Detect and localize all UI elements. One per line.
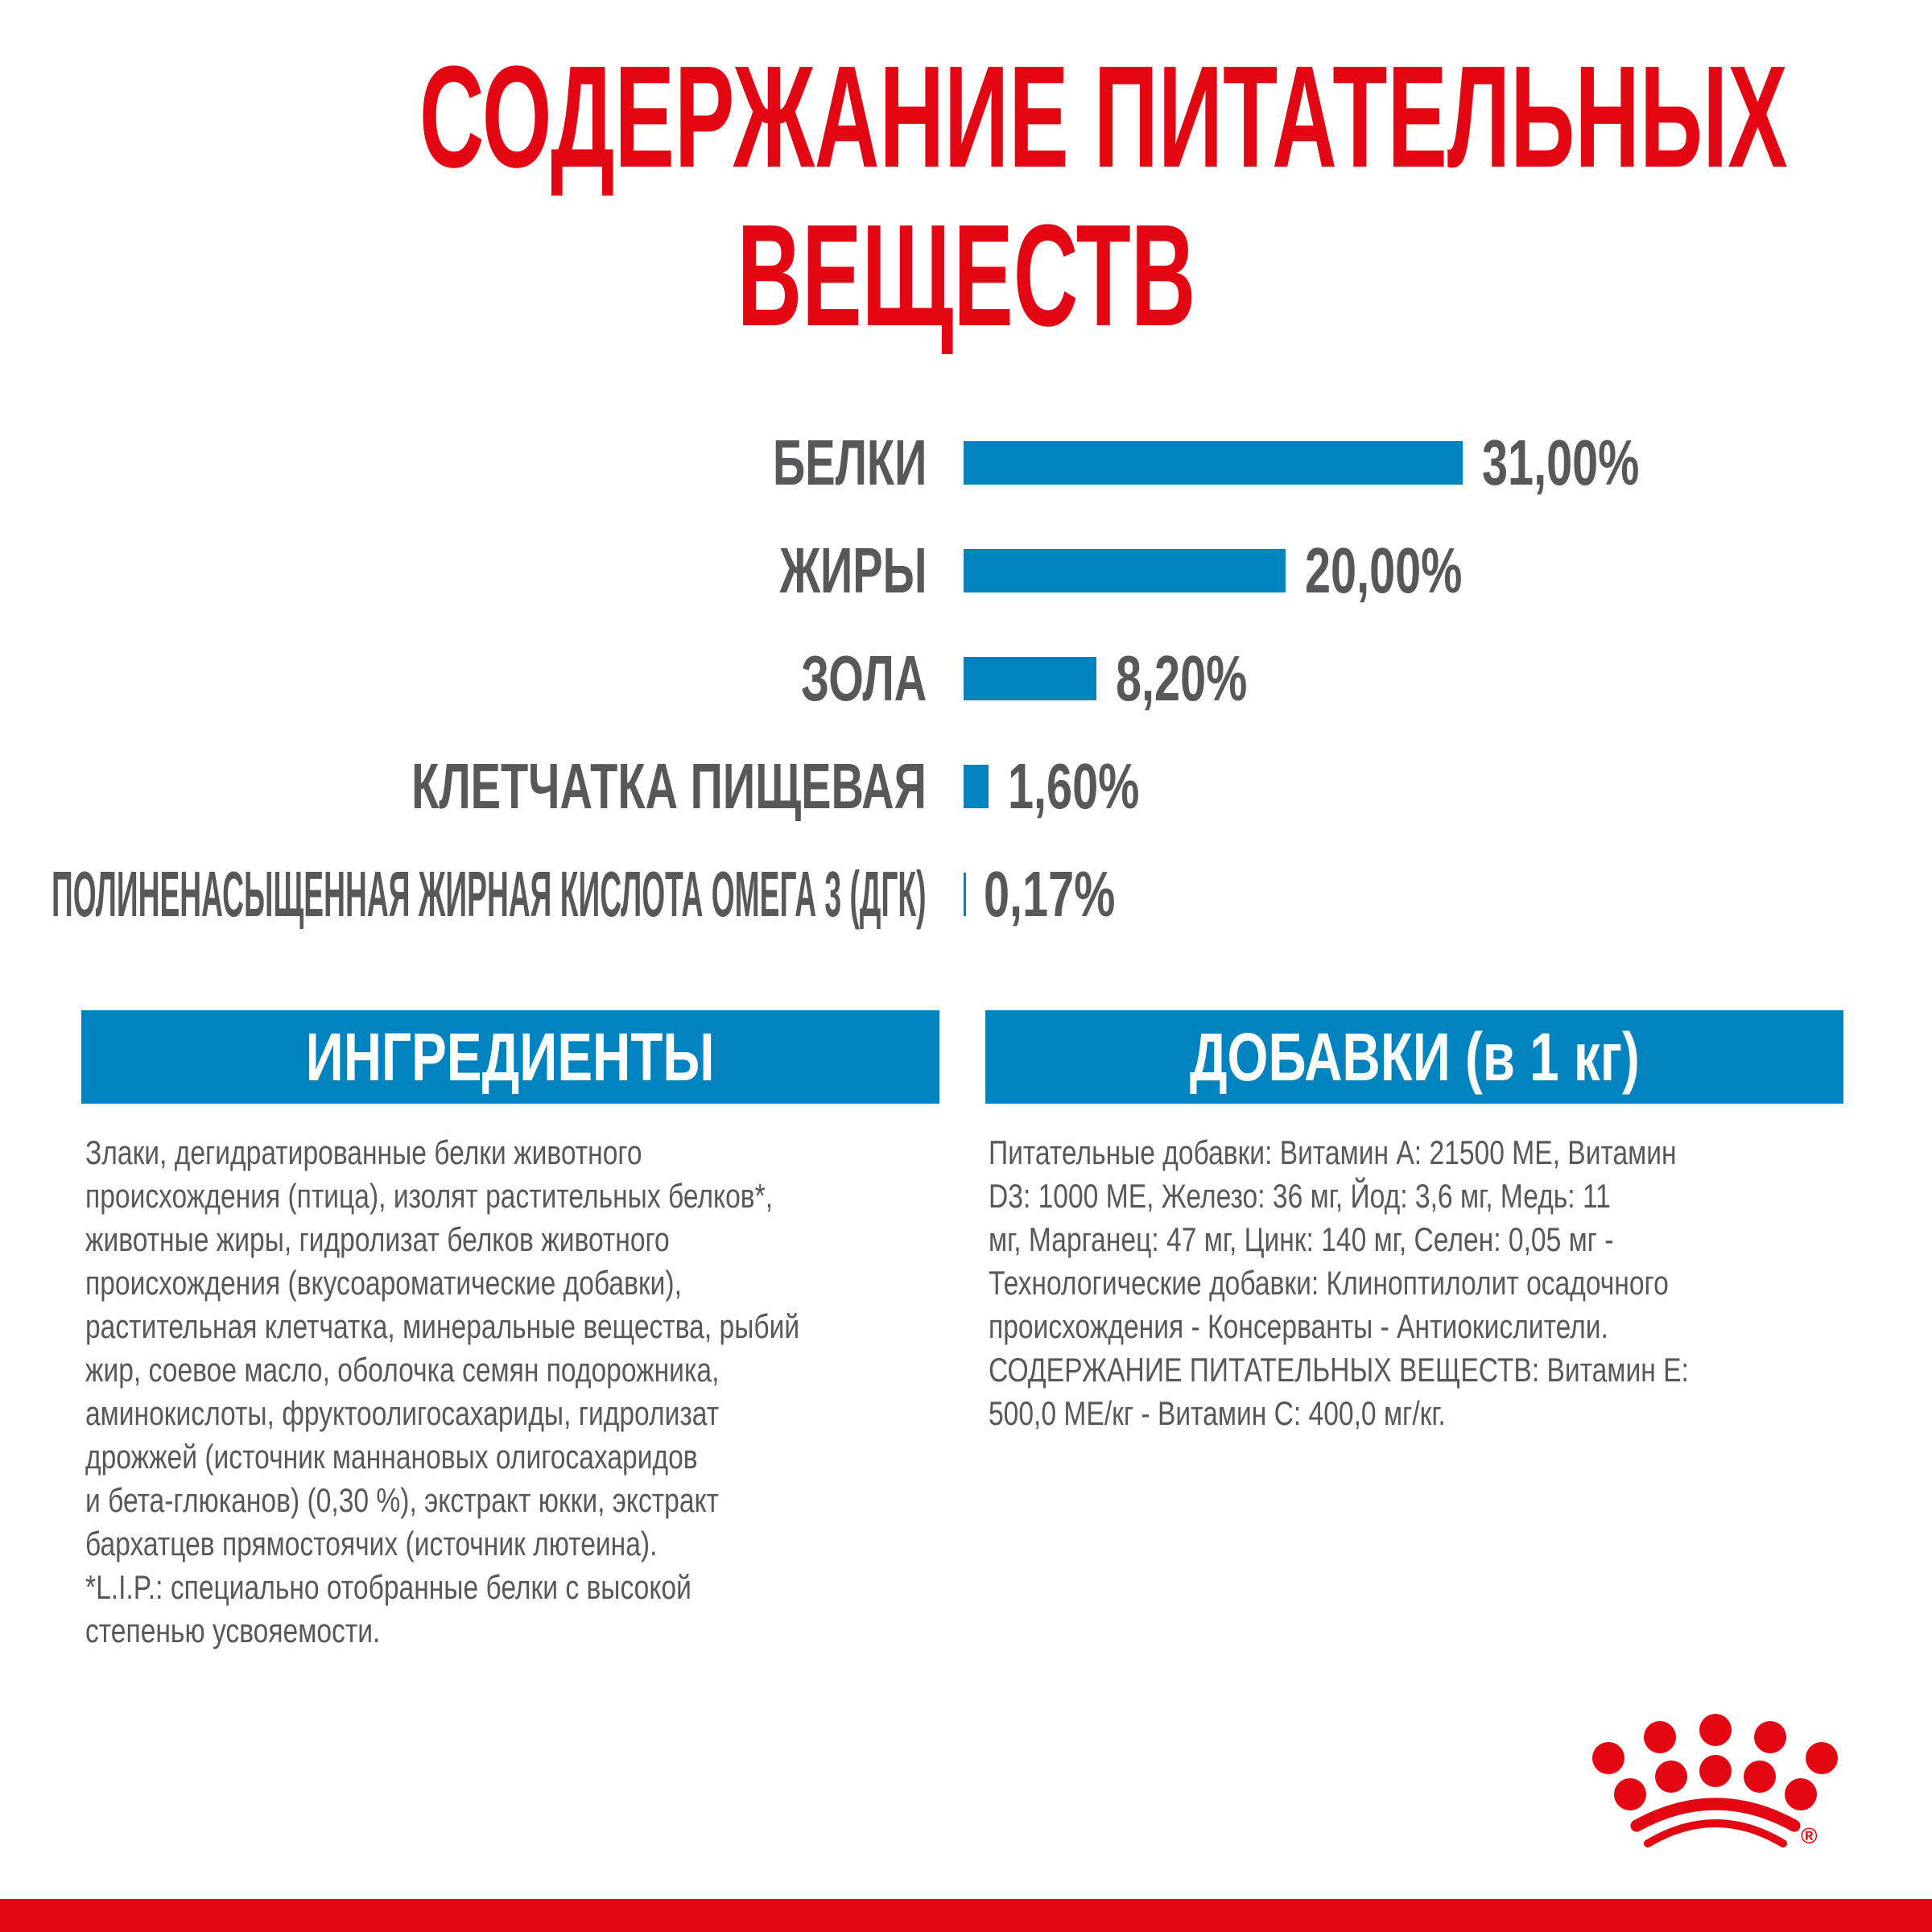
nutrient-label-omega3: ПОЛИНЕНАСЫЩЕННАЯ ЖИРНАЯ КИСЛОТА ОМЕГА 3 …	[0, 862, 927, 927]
ingredients-line: жир, соевое масло, оболочка семян подоро…	[85, 1351, 720, 1389]
nutrient-label-fiber: КЛЕТЧАТКА ПИЩЕВАЯ	[191, 754, 927, 819]
nutrient-bar-protein	[964, 441, 1463, 485]
additives-line: СОДЕРЖАНИЕ ПИТАТЕЛЬНЫХ ВЕЩЕСТВ: Витамин …	[989, 1351, 1689, 1389]
ingredients-line: степенью усвояемости.	[85, 1612, 381, 1649]
nutrient-value-fiber: 1,60%	[1008, 754, 1191, 819]
additives-line: происхождения - Консерванты - Антиокисли…	[989, 1307, 1608, 1345]
nutrient-label-text: ПОЛИНЕНАСЫЩЕННАЯ ЖИРНАЯ КИСЛОТА ОМЕГА 3 …	[52, 858, 927, 930]
nutrient-value-text: 20,00%	[1305, 535, 1463, 606]
nutrient-label-fat: ЖИРЫ	[716, 539, 927, 603]
nutrient-value-omega3: 0,17%	[984, 862, 1166, 927]
nutrient-value-text: 31,00%	[1482, 427, 1640, 498]
ingredients-line: бархатцев прямостоячих (источник лютеина…	[85, 1525, 658, 1563]
footer-bar	[0, 1899, 1932, 1932]
ingredients-line: дрожжей (источник маннановых олигосахари…	[85, 1438, 698, 1476]
ingredients-line: Злаки, дегидратированные белки животного	[85, 1133, 642, 1171]
nutrient-label-text: ЗОЛА	[800, 642, 927, 714]
nutrient-value-protein: 31,00%	[1482, 431, 1700, 495]
ingredients-line: растительная клетчатка, минеральные веще…	[85, 1307, 800, 1345]
ingredients-line: животные жиры, гидролизат белков животно…	[85, 1220, 670, 1258]
nutrient-label-text: КЛЕТЧАТКА ПИЩЕВАЯ	[411, 750, 927, 822]
ingredients-line: *L.I.P.: специально отобранные белки с в…	[85, 1568, 691, 1606]
ingredients-header: ИНГРЕДИЕНТЫ	[81, 1010, 939, 1104]
nutrient-label-protein: БЕЛКИ	[707, 431, 927, 495]
ingredients-line: и бета-глюканов) (0,30 %), экстракт юкки…	[85, 1481, 720, 1519]
page-title-line-1: СОДЕРЖАНИЕ ПИТАТЕЛЬНЫХ	[0, 45, 1932, 190]
additives-line: Питательные добавки: Витамин A: 21500 МЕ…	[989, 1133, 1677, 1171]
additives-header-text: ДОБАВКИ (в 1 кг)	[1189, 1019, 1640, 1095]
nutrient-value-text: 8,20%	[1116, 642, 1248, 714]
nutrient-value-ash: 8,20%	[1116, 646, 1298, 711]
additives-line: D3: 1000 МЕ, Железо: 36 мг, Йод: 3,6 мг,…	[989, 1177, 1611, 1215]
page-title-text-1: СОДЕРЖАНИЕ ПИТАТЕЛЬНЫХ	[419, 36, 1788, 198]
ingredients-line: аминокислоты, фруктоолигосахариды, гидро…	[85, 1394, 720, 1432]
nutrient-label-text: ЖИРЫ	[778, 535, 927, 606]
ingredients-line: происхождения (вкусоароматические добавк…	[85, 1264, 682, 1302]
additives-text: Питательные добавки: Витамин A: 21500 МЕ…	[989, 1131, 1842, 1435]
ingredients-line: происхождения (птица), изолят растительн…	[85, 1177, 774, 1215]
additives-line: мг, Марганец: 47 мг, Цинк: 140 мг, Селен…	[989, 1220, 1614, 1258]
additives-line: Технологические добавки: Клиноптилолит о…	[989, 1264, 1669, 1302]
nutrient-label-text: БЕЛКИ	[772, 427, 927, 498]
nutrient-value-fat: 20,00%	[1305, 539, 1523, 603]
nutrient-bar-ash	[964, 657, 1096, 700]
nutrient-bar-fiber	[964, 765, 989, 808]
nutrient-label-ash: ЗОЛА	[747, 646, 927, 711]
nutrient-bar-fat	[964, 549, 1286, 592]
ingredients-text: Злаки, дегидратированные белки животного…	[85, 1131, 939, 1653]
ingredients-header-text: ИНГРЕДИЕНТЫ	[306, 1019, 715, 1095]
nutrient-value-text: 1,60%	[1008, 750, 1140, 822]
nutrient-value-text: 0,17%	[984, 858, 1116, 930]
additives-line: 500,0 МЕ/кг - Витамин C: 400,0 мг/кг.	[989, 1394, 1446, 1432]
nutrient-bar-omega3	[964, 873, 966, 916]
registered-mark: ®	[1801, 1823, 1818, 1848]
page-title-text-2: ВЕЩЕСТВ	[737, 195, 1195, 357]
page-title-line-2: ВЕЩЕСТВ	[0, 204, 1932, 349]
additives-header: ДОБАВКИ (в 1 кг)	[985, 1010, 1843, 1104]
